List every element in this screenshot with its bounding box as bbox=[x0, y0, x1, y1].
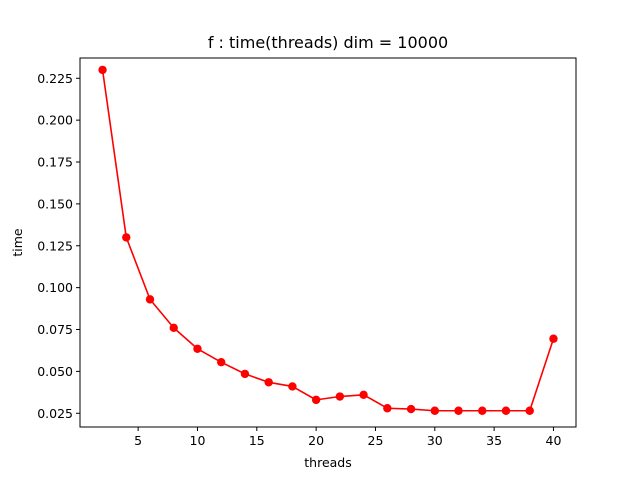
data-point bbox=[169, 323, 178, 333]
x-tick-label: 40 bbox=[546, 433, 562, 448]
y-tick-label: 0.025 bbox=[37, 406, 73, 421]
x-axis-label: threads bbox=[304, 455, 352, 470]
x-tick-label: 5 bbox=[134, 433, 142, 448]
y-tick-label: 0.100 bbox=[37, 280, 73, 295]
data-point bbox=[145, 295, 155, 304]
data-point bbox=[478, 406, 487, 415]
data-point bbox=[288, 382, 297, 391]
y-axis-ticks: 0.025 0.050 0.075 0.100 0.125 0.150 0.175 0.200… bbox=[37, 71, 80, 421]
y-tick-label: 0.225 bbox=[37, 71, 73, 86]
data-point bbox=[217, 357, 226, 367]
data-point bbox=[264, 378, 273, 387]
y-tick-label: 0.125 bbox=[37, 238, 73, 253]
data-point bbox=[383, 404, 392, 413]
x-tick-label: 10 bbox=[190, 433, 206, 448]
data-point bbox=[549, 334, 558, 343]
x-axis-ticks: 5 10 15 20 25 30 35 40 bbox=[134, 427, 561, 448]
data-point bbox=[359, 390, 368, 400]
data-point bbox=[193, 344, 202, 353]
y-tick-label: 0.175 bbox=[37, 155, 73, 170]
series-layer bbox=[98, 65, 558, 415]
y-tick-label: 0.200 bbox=[37, 113, 73, 128]
chart-title: f : time(threads) dim = 10000 bbox=[208, 33, 448, 52]
data-point bbox=[406, 404, 416, 414]
data-point bbox=[240, 369, 250, 379]
data-point bbox=[311, 395, 321, 405]
data-point bbox=[525, 406, 534, 415]
data-point bbox=[335, 392, 345, 401]
data-point bbox=[98, 65, 107, 75]
data-point bbox=[430, 406, 439, 415]
x-tick-label: 25 bbox=[368, 433, 384, 448]
y-tick-label: 0.075 bbox=[37, 322, 73, 337]
y-axis-label: time bbox=[10, 228, 25, 257]
data-point bbox=[454, 406, 463, 415]
data-point bbox=[501, 406, 511, 415]
plot-frame bbox=[79, 57, 577, 428]
y-tick-label: 0.150 bbox=[37, 196, 73, 211]
x-tick-label: 15 bbox=[249, 433, 265, 448]
x-tick-label: 30 bbox=[427, 433, 443, 448]
x-tick-label: 35 bbox=[486, 433, 502, 448]
plot-area bbox=[80, 58, 576, 427]
y-tick-label: 0.050 bbox=[37, 364, 73, 379]
x-tick-label: 20 bbox=[308, 433, 324, 448]
data-point bbox=[122, 233, 131, 242]
